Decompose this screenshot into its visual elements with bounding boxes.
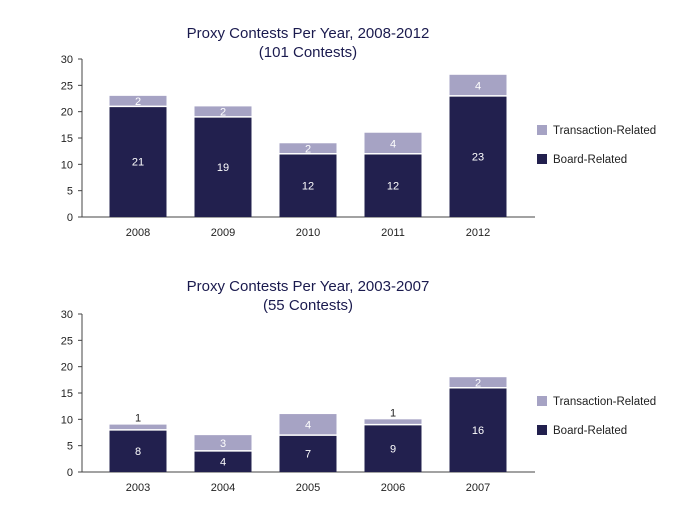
legend-label-board: Board-Related [553,154,627,166]
bar-board-related [194,450,252,472]
data-label-board: 8 [135,446,141,458]
x-tick-label: 2010 [296,227,320,239]
x-tick-label: 2006 [381,482,405,494]
bar-transaction-related [109,424,167,430]
legend-swatch-transaction [537,396,547,406]
data-label-board: 21 [132,157,144,169]
chart-subtitle: (55 Contests) [263,297,353,314]
y-tick-label: 15 [61,133,73,145]
x-tick-label: 2003 [126,482,150,494]
y-tick-label: 20 [61,107,73,119]
legend-label-transaction: Transaction-Related [553,396,656,408]
data-label-transaction: 2 [475,377,481,389]
data-label-transaction: 4 [305,420,311,432]
x-tick-label: 2012 [466,227,490,239]
x-tick-label: 2011 [381,227,405,239]
bar-board-related [109,429,167,472]
data-label-transaction: 2 [220,107,226,119]
x-tick-label: 2008 [126,227,150,239]
x-tick-label: 2007 [466,482,490,494]
bar-board-related [194,116,252,217]
y-tick-label: 25 [61,335,73,347]
data-label-board: 12 [302,180,314,192]
chart-subtitle: (101 Contests) [259,44,357,61]
data-label-transaction: 2 [305,144,311,156]
y-tick-label: 30 [61,54,73,66]
data-label-board: 9 [390,443,396,455]
bar-transaction-related [449,377,507,388]
y-tick-label: 5 [67,186,73,198]
bar-transaction-related [364,419,422,425]
chart-title: Proxy Contests Per Year, 2003-2007 [187,278,430,295]
bar-board-related [364,153,422,217]
data-label-transaction: 4 [390,138,396,150]
y-tick-label: 20 [61,362,73,374]
data-label-transaction: 1 [390,407,396,419]
bar-transaction-related [279,414,337,436]
y-tick-label: 0 [67,212,73,224]
bar-board-related [279,153,337,217]
data-label-transaction: 1 [135,413,141,425]
bar-board-related [449,387,507,472]
chart-panel-2: Proxy Contests Per Year, 2003-2007 (55 Co… [61,278,656,494]
y-tick-label: 10 [61,414,73,426]
bar-transaction-related [109,95,167,107]
data-label-transaction: 4 [475,80,481,92]
y-tick-label: 5 [67,441,73,453]
bar-board-related [109,106,167,217]
legend-swatch-transaction [537,125,547,135]
x-tick-label: 2005 [296,482,320,494]
legend-label-board: Board-Related [553,425,627,437]
y-tick-label: 25 [61,80,73,92]
data-label-board: 23 [472,151,484,163]
data-label-transaction: 3 [220,438,226,450]
bar-transaction-related [194,435,252,451]
bar-board-related [449,95,507,217]
legend-swatch-board [537,425,547,435]
data-label-board: 4 [220,456,226,468]
y-tick-label: 30 [61,309,73,321]
x-tick-label: 2009 [211,227,235,239]
x-tick-label: 2004 [211,482,235,494]
legend-label-transaction: Transaction-Related [553,125,656,137]
legend-swatch-board [537,154,547,164]
y-tick-label: 10 [61,159,73,171]
bar-board-related [279,435,337,472]
data-label-board: 7 [305,449,311,461]
y-tick-label: 15 [61,388,73,400]
bar-board-related [364,424,422,472]
y-tick-label: 0 [67,467,73,479]
bar-transaction-related [279,143,337,154]
data-label-board: 12 [387,180,399,192]
data-label-board: 16 [472,425,484,437]
bar-transaction-related [449,74,507,96]
data-label-transaction: 2 [135,96,141,108]
bar-transaction-related [194,106,252,117]
chart-panel-1: Proxy Contests Per Year, 2008-2012 (101 C… [61,25,656,239]
chart-title: Proxy Contests Per Year, 2008-2012 [187,25,430,42]
data-label-board: 19 [217,162,229,174]
bar-transaction-related [364,132,422,154]
